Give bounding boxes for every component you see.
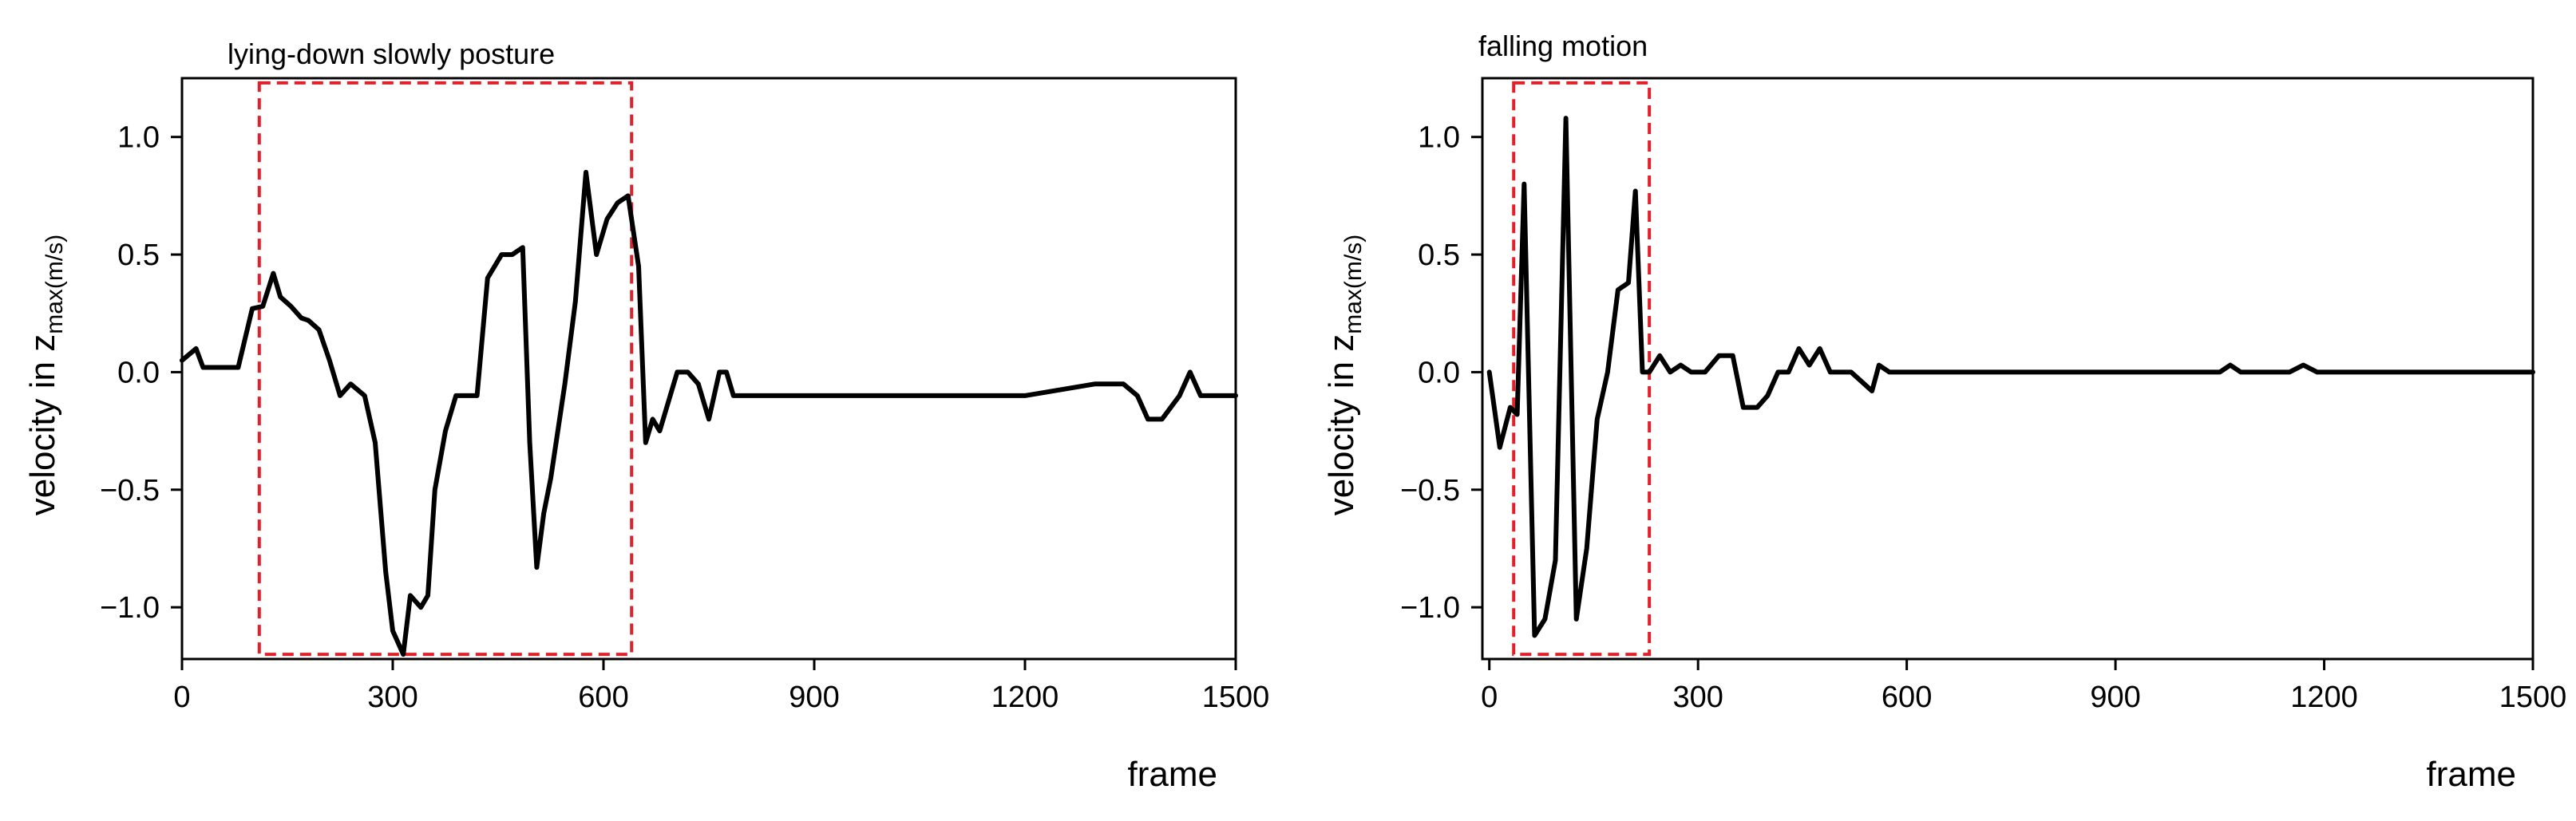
plot-frame <box>180 77 1237 661</box>
y-tick-label: −0.5 <box>100 474 160 507</box>
x-tick-label: 300 <box>1672 681 1723 714</box>
y-tick-label: 0.0 <box>1418 356 1460 389</box>
y-tick-label: 0.5 <box>1418 239 1460 272</box>
x-tick-label: 900 <box>2090 681 2140 714</box>
x-tick-label: 600 <box>578 681 628 714</box>
y-tick-label: 1.0 <box>1418 121 1460 155</box>
y-tick-label: −1.0 <box>100 591 160 625</box>
x-tick-label: 0 <box>1481 681 1498 714</box>
x-tick-label: 1500 <box>2499 681 2567 714</box>
x-axis-label: frame <box>2427 755 2516 794</box>
x-tick-label: 600 <box>1882 681 1932 714</box>
plot-frame <box>1481 77 2534 661</box>
x-tick-label: 1200 <box>991 681 1059 714</box>
y-axis-label-subscript: max(m/s) <box>1340 235 1367 334</box>
y-tick-label: 0.0 <box>117 356 160 389</box>
chart-title: falling motion <box>1478 30 1648 62</box>
y-axis-label-subscript: max(m/s) <box>42 235 68 334</box>
y-axis-label: velocity in zmax(m/s) <box>23 235 68 515</box>
y-tick-label: 1.0 <box>117 121 160 155</box>
x-tick-label: 1500 <box>1202 681 1270 714</box>
chart-title: lying-down slowly posture <box>228 37 555 70</box>
x-tick-label: 0 <box>173 681 190 714</box>
y-tick-label: −0.5 <box>1400 474 1460 507</box>
x-tick-label: 900 <box>789 681 839 714</box>
x-tick-label: 1200 <box>2290 681 2358 714</box>
chart-panel-2: falling motion 0 300 600 900 1200 1500 1.0 0.5 0.… <box>1322 30 2566 794</box>
y-tick-label: 0.5 <box>117 239 160 272</box>
y-axis-label-main: velocity in z <box>23 334 62 515</box>
y-tick-label: −1.0 <box>1400 591 1460 625</box>
series-line-1 <box>180 169 1238 657</box>
series-line-1 <box>1486 116 2535 638</box>
x-axis-label: frame <box>1128 755 1217 794</box>
highlight-box <box>257 81 634 657</box>
y-axis-label: velocity in zmax(m/s) <box>1322 235 1367 515</box>
y-axis-label-main: velocity in z <box>1322 334 1361 515</box>
chart-panel-1: lying-down slowly posture 0 300 600 900 1200 1… <box>23 37 1269 794</box>
x-tick-label: 300 <box>367 681 417 714</box>
